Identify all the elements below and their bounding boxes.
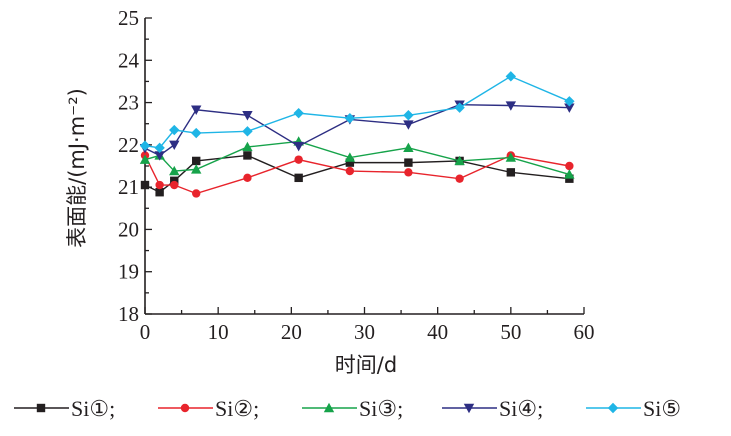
x-tick-label: 60 xyxy=(574,320,595,344)
data-point xyxy=(155,180,164,190)
series-line xyxy=(144,103,570,157)
legend-item: Si⑤ xyxy=(586,396,681,421)
data-point xyxy=(344,113,356,124)
data-point xyxy=(505,152,517,162)
data-point xyxy=(404,158,413,167)
y-tick-label: 25 xyxy=(118,6,139,30)
legend-marker xyxy=(180,403,190,413)
data-point xyxy=(404,168,413,177)
data-point xyxy=(344,152,356,162)
data-point xyxy=(564,169,575,179)
series-2 xyxy=(140,151,574,198)
y-tick-label: 19 xyxy=(118,260,139,284)
series-line xyxy=(144,154,570,195)
data-point xyxy=(243,151,252,160)
series-line xyxy=(144,140,570,176)
data-point xyxy=(170,180,179,190)
data-point xyxy=(242,126,253,137)
data-point xyxy=(155,188,164,197)
data-point xyxy=(191,164,202,174)
legend-marker xyxy=(607,402,619,414)
data-point xyxy=(169,124,180,136)
legend-label: Si①; xyxy=(71,396,115,421)
y-tick-label: 20 xyxy=(118,217,139,241)
data-point xyxy=(345,158,355,167)
data-point xyxy=(505,101,517,111)
x-tick-label: 50 xyxy=(500,320,521,344)
data-point xyxy=(454,102,465,113)
legend-label: Si④; xyxy=(499,396,543,421)
data-point xyxy=(140,180,150,190)
series-line xyxy=(144,75,570,149)
data-point xyxy=(505,71,517,82)
series-4 xyxy=(139,100,575,161)
data-point xyxy=(455,174,464,183)
y-tick-label: 22 xyxy=(118,133,139,157)
legend-marker xyxy=(463,403,475,414)
x-tick-label: 40 xyxy=(427,320,448,344)
data-point xyxy=(192,156,201,166)
data-point xyxy=(154,142,165,154)
y-tick-label: 21 xyxy=(118,175,139,199)
x-tick-label: 20 xyxy=(281,320,302,344)
data-point xyxy=(242,141,253,152)
data-point xyxy=(564,103,575,113)
data-point xyxy=(169,140,180,151)
data-point xyxy=(242,111,253,121)
data-point xyxy=(294,173,303,183)
y-tick-label: 24 xyxy=(118,48,140,72)
plot-area xyxy=(139,71,575,198)
x-tick-label: 30 xyxy=(354,320,375,344)
x-tick-label: 0 xyxy=(140,320,151,344)
legend-label: Si③; xyxy=(359,396,403,421)
series-5 xyxy=(139,71,575,154)
data-point xyxy=(564,96,575,107)
y-tick-label: 18 xyxy=(118,302,139,326)
legend-item: Si③; xyxy=(302,396,403,421)
legend-label: Si②; xyxy=(215,396,259,421)
data-point xyxy=(293,141,304,152)
data-point xyxy=(293,107,304,119)
data-point xyxy=(294,155,303,164)
data-point xyxy=(565,174,574,183)
legend-marker xyxy=(36,403,46,413)
legend: Si①; Si②; Si③; Si④; Si⑤ xyxy=(14,396,681,421)
data-point xyxy=(403,120,414,130)
legend-label: Si⑤ xyxy=(643,396,681,421)
legend-item: Si①; xyxy=(14,396,115,421)
data-point xyxy=(154,151,165,161)
data-point xyxy=(169,165,180,176)
series-line xyxy=(144,154,570,194)
legend-item: Si④; xyxy=(442,396,543,421)
x-tick-label: 10 xyxy=(208,320,229,344)
data-point xyxy=(191,127,202,139)
legend-item: Si②; xyxy=(158,396,259,421)
legend-marker xyxy=(323,402,335,413)
data-point xyxy=(191,105,202,115)
data-point xyxy=(139,140,151,151)
data-point xyxy=(403,110,414,121)
y-tick-label: 23 xyxy=(118,91,139,115)
data-point xyxy=(139,154,151,164)
data-point xyxy=(403,142,414,153)
y-axis-title: 表面能/(mJ·m⁻²) xyxy=(65,88,89,248)
data-point xyxy=(565,161,574,171)
data-point xyxy=(192,189,201,198)
data-point xyxy=(170,176,179,185)
data-point xyxy=(454,155,465,166)
data-point xyxy=(506,168,516,177)
data-point xyxy=(243,173,252,183)
axes: 18 19 20 21 22 23 24 25 0 10 20 30 40 50 60 xyxy=(118,6,595,344)
x-axis-title: 时间/d xyxy=(335,353,397,377)
data-point xyxy=(345,166,355,176)
